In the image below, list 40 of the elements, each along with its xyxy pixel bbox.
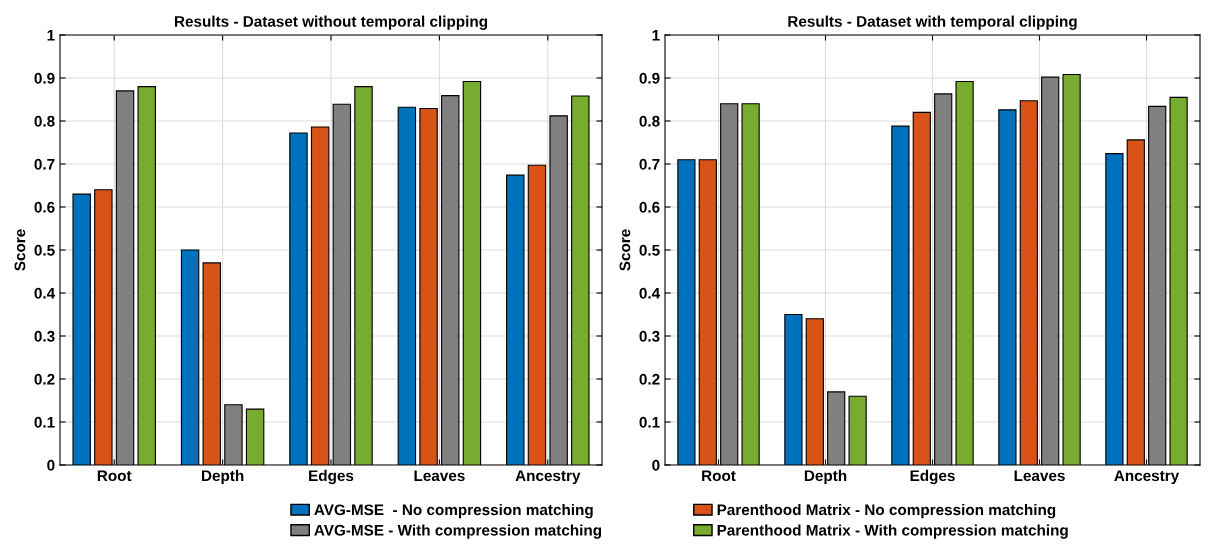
x-tick-label: Ancestry	[1114, 470, 1180, 485]
y-tick-label: 0	[47, 459, 55, 471]
x-tick-label: Ancestry	[515, 470, 581, 485]
y-tick-label: 0.4	[639, 287, 661, 299]
y-tick-label: 0.2	[34, 373, 55, 385]
x-tick-label: Edges	[910, 469, 955, 485]
y-tick-label: 0.3	[34, 330, 55, 342]
legend-label: AVG-MSE - No compression matching	[314, 503, 593, 519]
y-tick-label: 0.5	[34, 244, 55, 256]
y-tick-label: 0.9	[34, 72, 55, 84]
legend-label: Parenthood Matrix - No compression matching	[717, 503, 1056, 519]
x-tick-label: Leaves	[1014, 470, 1065, 482]
chart-title: Results - Dataset with temporal clipping	[788, 15, 1077, 30]
y-tick-label: 0.2	[639, 373, 660, 385]
x-tick-label: Leaves	[414, 470, 465, 482]
x-tick-label: Edges	[309, 469, 354, 485]
y-tick-label: 0.8	[639, 115, 660, 127]
y-tick-label: 1	[652, 30, 660, 41]
y-tick-label: 0.6	[34, 201, 55, 213]
y-tick-label: 0.3	[639, 330, 660, 342]
y-tick-label: 0.4	[34, 287, 56, 299]
y-tick-label: 0.9	[639, 72, 660, 84]
y-tick-label: 1	[47, 30, 55, 41]
y-axis-title: Score	[14, 229, 26, 271]
legend-label: AVG-MSE - With compression matching	[314, 524, 602, 539]
x-tick-label: Root	[702, 470, 736, 482]
y-tick-label: 0.1	[639, 416, 660, 428]
y-tick-label: 0.6	[639, 201, 660, 213]
y-tick-label: 0.1	[34, 416, 55, 428]
x-tick-label: Depth	[804, 469, 847, 485]
y-tick-label: 0.7	[34, 158, 55, 170]
chart-title: Results - Dataset without temporal clipping	[175, 15, 488, 30]
y-axis-title: Score	[619, 229, 631, 271]
y-tick-label: 0.7	[639, 158, 660, 170]
y-tick-label: 0.5	[639, 244, 660, 256]
y-tick-label: 0	[652, 459, 660, 471]
x-tick-label: Depth	[201, 469, 244, 485]
y-tick-label: 0.8	[34, 115, 55, 127]
legend-label: Parenthood Matrix - With compression matching	[717, 524, 1068, 539]
x-tick-label: Root	[97, 470, 132, 482]
